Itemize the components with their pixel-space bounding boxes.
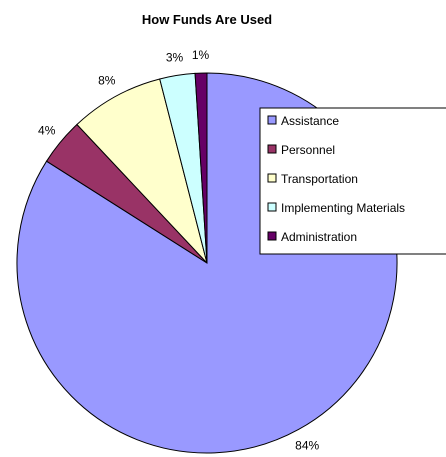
legend-swatch xyxy=(267,115,277,125)
legend-box xyxy=(259,107,446,255)
slice-value-label: 1% xyxy=(192,48,210,62)
chart-title: How Funds Are Used xyxy=(142,12,272,27)
legend-swatch xyxy=(267,231,277,241)
slice-labels: 84% 4% 8% 3% 1% xyxy=(38,48,320,452)
slice-value-label: 84% xyxy=(295,438,319,452)
slice-value-label: 3% xyxy=(166,51,184,65)
legend-label: Transportation xyxy=(281,172,358,186)
legend-swatch xyxy=(267,173,277,183)
slice-value-label: 4% xyxy=(38,123,56,137)
legend-swatch xyxy=(267,144,277,154)
pie-slice-transportation xyxy=(76,78,208,264)
slice-value-label: 8% xyxy=(98,74,116,88)
legend: Assistance Personnel Transportation Impleme… xyxy=(259,107,446,255)
legend-label: Assistance xyxy=(281,114,339,128)
legend-label: Personnel xyxy=(281,143,335,157)
legend-swatch xyxy=(267,202,277,212)
legend-label: Implementing Materials xyxy=(281,201,405,215)
legend-label: Administration xyxy=(281,230,357,244)
pie-slice-administration xyxy=(194,72,208,264)
